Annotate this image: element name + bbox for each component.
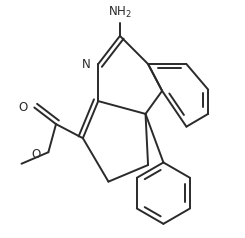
Text: O: O — [31, 148, 40, 161]
Text: N: N — [82, 58, 91, 70]
Text: NH$_2$: NH$_2$ — [108, 5, 132, 20]
Text: O: O — [18, 101, 27, 114]
